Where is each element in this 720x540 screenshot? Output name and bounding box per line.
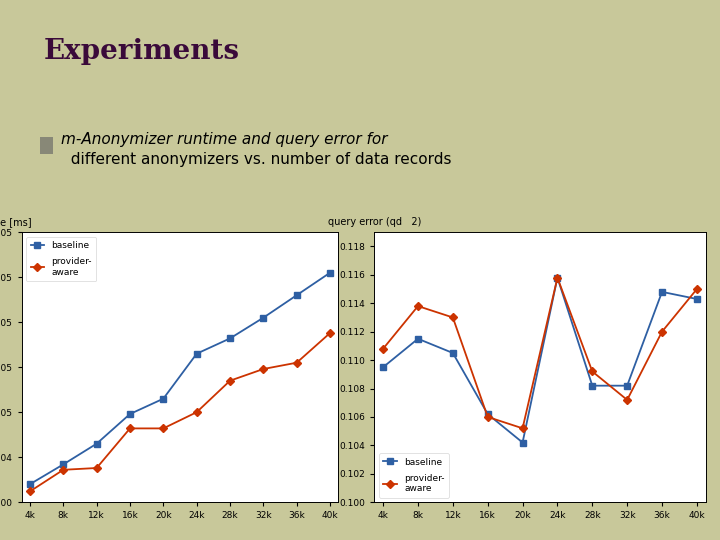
baseline <box>159 395 168 402</box>
Line: provider-
aware: provider- aware <box>27 330 333 494</box>
provider-
aware <box>259 366 268 372</box>
Text: Experiments: Experiments <box>43 38 239 65</box>
Line: baseline: baseline <box>380 275 700 446</box>
provider-
aware <box>518 425 527 431</box>
provider-
aware <box>159 425 168 431</box>
provider-
aware <box>26 488 35 495</box>
baseline <box>225 335 234 342</box>
provider-
aware <box>192 409 201 415</box>
provider-
aware <box>553 274 562 281</box>
Line: baseline: baseline <box>27 270 333 487</box>
provider-
aware <box>693 286 701 292</box>
Line: provider-
aware: provider- aware <box>380 275 700 431</box>
baseline <box>693 296 701 302</box>
baseline <box>449 350 457 356</box>
provider-
aware <box>449 314 457 321</box>
baseline <box>126 411 135 417</box>
baseline <box>259 314 268 321</box>
provider-
aware <box>92 465 101 471</box>
Text: m-Anonymizer runtime and query error for: m-Anonymizer runtime and query error for <box>61 132 387 147</box>
baseline <box>414 335 423 342</box>
provider-
aware <box>379 346 387 352</box>
baseline <box>26 481 35 488</box>
baseline <box>92 441 101 447</box>
baseline <box>623 382 631 389</box>
baseline <box>518 439 527 446</box>
baseline <box>192 350 201 357</box>
provider-
aware <box>588 368 597 375</box>
Text: different anonymizers vs. number of data records: different anonymizers vs. number of data… <box>61 152 451 167</box>
baseline <box>553 274 562 281</box>
provider-
aware <box>292 360 301 366</box>
provider-
aware <box>623 397 631 403</box>
baseline <box>379 364 387 370</box>
baseline <box>292 292 301 299</box>
provider-
aware <box>325 330 334 336</box>
provider-
aware <box>657 328 666 335</box>
baseline <box>59 461 68 468</box>
Text: query error (qd   2): query error (qd 2) <box>328 217 421 227</box>
baseline <box>483 411 492 417</box>
provider-
aware <box>483 414 492 420</box>
Legend: baseline, provider-
aware: baseline, provider- aware <box>379 453 449 498</box>
provider-
aware <box>59 467 68 473</box>
Legend: baseline, provider-
aware: baseline, provider- aware <box>26 237 96 281</box>
provider-
aware <box>414 303 423 309</box>
Text: time [ms]: time [ms] <box>0 217 31 227</box>
baseline <box>325 269 334 276</box>
baseline <box>588 382 597 389</box>
baseline <box>657 289 666 295</box>
provider-
aware <box>126 425 135 431</box>
provider-
aware <box>225 377 234 384</box>
